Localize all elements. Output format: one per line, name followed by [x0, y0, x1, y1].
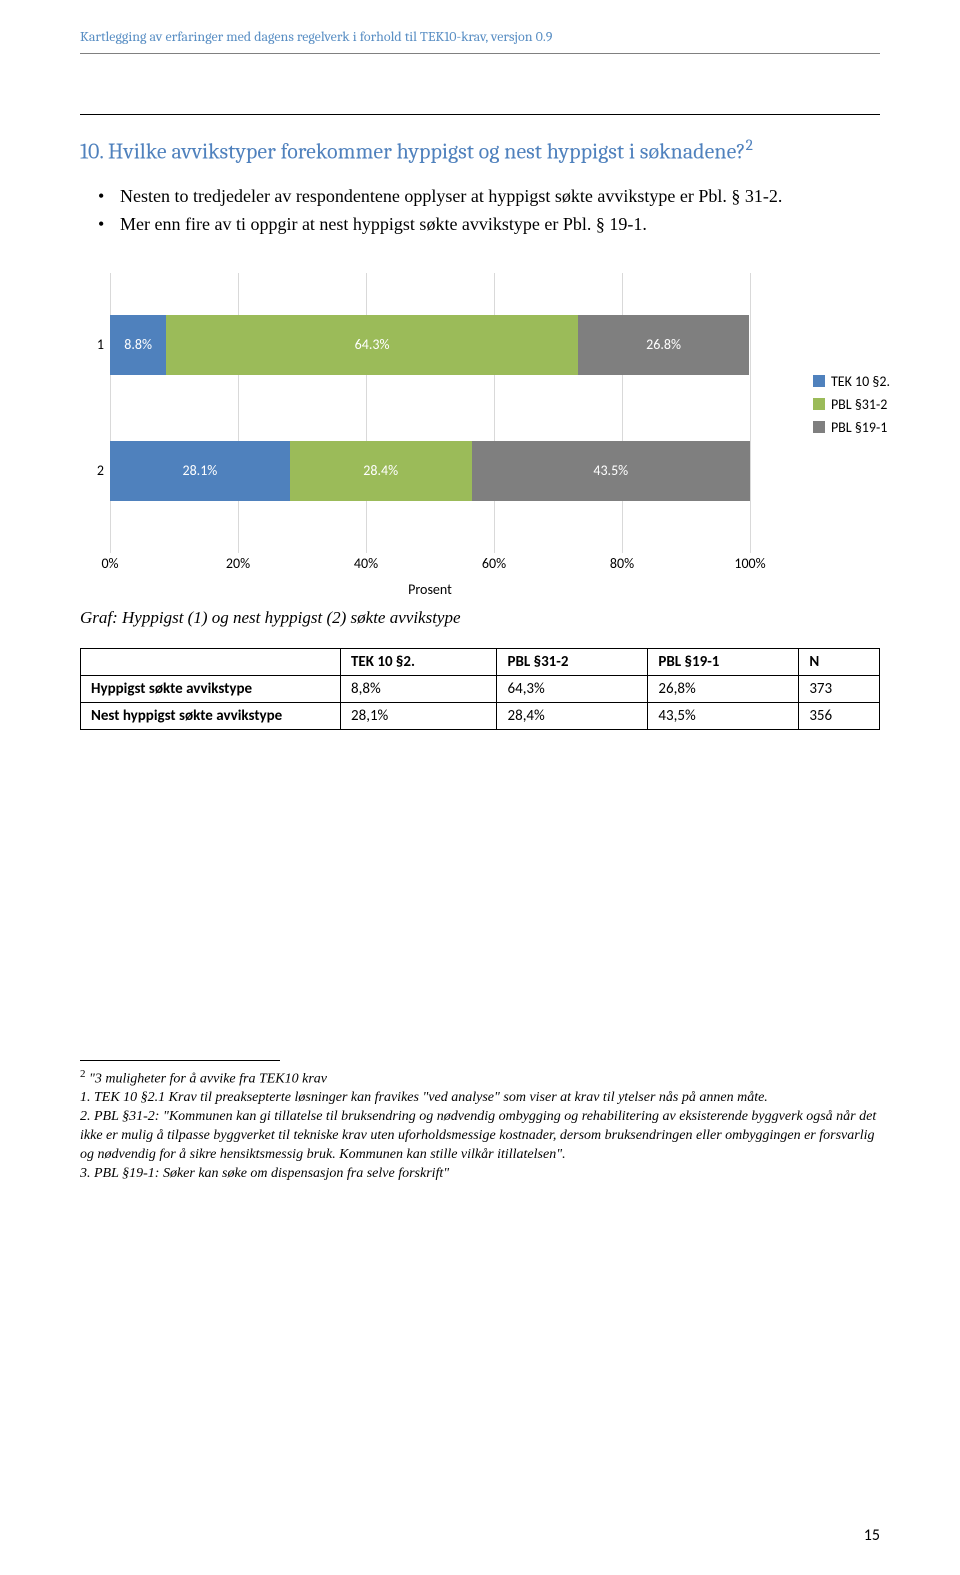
legend-item: TEK 10 §2. [813, 373, 890, 390]
table-cell: Hyppigst søkte avvikstype [81, 675, 341, 702]
section-rule [80, 114, 880, 115]
main-content: 10. Hvilke avvikstyper forekommer hyppig… [0, 114, 960, 1184]
bar-row-label: 2 [84, 462, 104, 479]
table-row: Nest hyppigst søkte avvikstype28,1%28,4%… [81, 702, 880, 729]
x-tick-label: 20% [226, 555, 250, 572]
x-tick-label: 60% [482, 555, 506, 572]
table-header-cell: PBL §31-2 [497, 648, 648, 675]
x-tick-label: 40% [354, 555, 378, 572]
chart-x-axis: 0%20%40%60%80%100% [110, 555, 750, 575]
bar-segment: 26.8% [578, 315, 750, 375]
header-text: Kartlegging av erfaringer med dagens reg… [80, 28, 552, 45]
bar-row: 8.8%64.3%26.8% [110, 315, 749, 375]
footnote-intro: "3 muligheter for å avvike fra TEK10 kra… [86, 1071, 328, 1086]
legend-swatch [813, 398, 825, 410]
chart-x-label: Prosent [110, 581, 750, 598]
table-cell: 43,5% [648, 702, 799, 729]
legend-label: TEK 10 §2. [831, 373, 890, 390]
table-row: Hyppigst søkte avvikstype8,8%64,3%26,8%3… [81, 675, 880, 702]
chart-caption: Graf: Hyppigst (1) og nest hyppigst (2) … [80, 608, 880, 628]
bar-segment: 28.4% [290, 441, 472, 501]
section-title-text: 10. Hvilke avvikstyper forekommer hyppig… [80, 138, 746, 164]
table-header-row: TEK 10 §2.PBL §31-2PBL §19-1N [81, 648, 880, 675]
bullet-item: Nesten to tredjedeler av respondentene o… [120, 184, 880, 208]
table-header-cell: PBL §19-1 [648, 648, 799, 675]
section-title: 10. Hvilke avvikstyper forekommer hyppig… [80, 135, 880, 166]
page-number: 15 [864, 1526, 880, 1545]
bar-segment: 64.3% [166, 315, 578, 375]
chart-legend: TEK 10 §2. PBL §31-2 PBL §19-1 [813, 373, 890, 442]
legend-label: PBL §19-1 [831, 419, 887, 436]
legend-swatch [813, 375, 825, 387]
table-header-cell [81, 648, 341, 675]
footnote-line: 2. PBL §31-2: "Kommunen kan gi tillatels… [80, 1109, 876, 1162]
bar-segment: 28.1% [110, 441, 290, 501]
table-cell: 28,4% [497, 702, 648, 729]
footnote: 2 "3 muligheter for å avvike fra TEK10 k… [80, 1067, 880, 1184]
page-header: Kartlegging av erfaringer med dagens reg… [80, 0, 880, 54]
footnote-separator [80, 1060, 280, 1061]
table-cell: 8,8% [341, 675, 497, 702]
legend-swatch [813, 421, 825, 433]
x-tick-label: 100% [734, 555, 765, 572]
data-table: TEK 10 §2.PBL §31-2PBL §19-1N Hyppigst s… [80, 648, 880, 730]
table-header-cell: N [799, 648, 880, 675]
table-cell: 28,1% [341, 702, 497, 729]
bar-row: 28.1%28.4%43.5% [110, 441, 750, 501]
section-title-sup: 2 [746, 136, 753, 154]
x-tick-label: 80% [610, 555, 634, 572]
table-cell: 356 [799, 702, 880, 729]
table-cell: 64,3% [497, 675, 648, 702]
table-cell: 26,8% [648, 675, 799, 702]
bar-segment: 43.5% [472, 441, 750, 501]
legend-label: PBL §31-2 [831, 396, 887, 413]
chart-plot: TEK 10 §2.PBL §31-2PBL §19-1 18.8%64.3%2… [110, 273, 750, 553]
grid-line [750, 273, 751, 553]
table-header-cell: TEK 10 §2. [341, 648, 497, 675]
bullet-item: Mer enn fire av ti oppgir at nest hyppig… [120, 212, 880, 236]
legend-item: PBL §19-1 [813, 419, 890, 436]
x-tick-label: 0% [101, 555, 118, 572]
bar-segment: 8.8% [110, 315, 166, 375]
table-cell: 373 [799, 675, 880, 702]
legend-item: PBL §31-2 [813, 396, 890, 413]
bullet-list: Nesten to tredjedeler av respondentene o… [80, 184, 880, 237]
bar-row-label: 1 [84, 336, 104, 353]
chart: TEK 10 §2.PBL §31-2PBL §19-1 18.8%64.3%2… [80, 273, 880, 598]
table-cell: Nest hyppigst søkte avvikstype [81, 702, 341, 729]
table-body: Hyppigst søkte avvikstype8,8%64,3%26,8%3… [81, 675, 880, 729]
footnote-line: 1. TEK 10 §2.1 Krav til preaksepterte lø… [80, 1090, 768, 1105]
footnote-line: 3. PBL §19-1: Søker kan søke om dispensa… [80, 1166, 449, 1181]
